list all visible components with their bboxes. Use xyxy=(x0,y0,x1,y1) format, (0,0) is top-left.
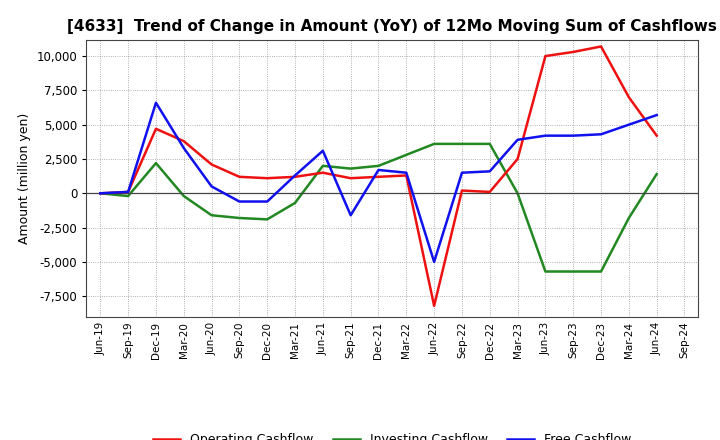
Legend: Operating Cashflow, Investing Cashflow, Free Cashflow: Operating Cashflow, Investing Cashflow, … xyxy=(148,429,636,440)
Free Cashflow xyxy=(318,148,327,154)
Free Cashflow xyxy=(346,213,355,218)
Investing Cashflow xyxy=(235,215,243,220)
Investing Cashflow xyxy=(652,172,661,177)
Operating Cashflow xyxy=(124,189,132,194)
Free Cashflow xyxy=(207,184,216,189)
Investing Cashflow xyxy=(346,166,355,171)
Operating Cashflow xyxy=(96,191,104,196)
Free Cashflow xyxy=(235,199,243,204)
Free Cashflow xyxy=(263,199,271,204)
Operating Cashflow xyxy=(652,133,661,138)
Operating Cashflow xyxy=(318,170,327,176)
Operating Cashflow xyxy=(458,188,467,193)
Investing Cashflow xyxy=(430,141,438,147)
Title: [4633]  Trend of Change in Amount (YoY) of 12Mo Moving Sum of Cashflows: [4633] Trend of Change in Amount (YoY) o… xyxy=(68,19,717,34)
Operating Cashflow xyxy=(152,126,161,132)
Operating Cashflow xyxy=(430,303,438,308)
Operating Cashflow xyxy=(207,162,216,167)
Free Cashflow xyxy=(374,167,383,172)
Free Cashflow xyxy=(624,122,633,127)
Free Cashflow xyxy=(569,133,577,138)
Investing Cashflow xyxy=(179,194,188,199)
Free Cashflow xyxy=(402,170,410,176)
Operating Cashflow xyxy=(569,49,577,55)
Line: Free Cashflow: Free Cashflow xyxy=(100,103,657,262)
Investing Cashflow xyxy=(485,141,494,147)
Free Cashflow xyxy=(513,137,522,143)
Investing Cashflow xyxy=(569,269,577,274)
Free Cashflow xyxy=(597,132,606,137)
Investing Cashflow xyxy=(374,163,383,169)
Free Cashflow xyxy=(541,133,550,138)
Free Cashflow xyxy=(430,259,438,264)
Free Cashflow xyxy=(96,191,104,196)
Operating Cashflow xyxy=(346,176,355,181)
Free Cashflow xyxy=(458,170,467,176)
Investing Cashflow xyxy=(541,269,550,274)
Operating Cashflow xyxy=(179,139,188,144)
Free Cashflow xyxy=(179,145,188,150)
Operating Cashflow xyxy=(597,44,606,49)
Line: Investing Cashflow: Investing Cashflow xyxy=(100,144,657,271)
Investing Cashflow xyxy=(124,194,132,199)
Operating Cashflow xyxy=(235,174,243,180)
Free Cashflow xyxy=(652,113,661,118)
Investing Cashflow xyxy=(513,191,522,196)
Operating Cashflow xyxy=(541,53,550,59)
Free Cashflow xyxy=(485,169,494,174)
Free Cashflow xyxy=(152,100,161,105)
Investing Cashflow xyxy=(458,141,467,147)
Line: Operating Cashflow: Operating Cashflow xyxy=(100,47,657,306)
Investing Cashflow xyxy=(402,152,410,158)
Operating Cashflow xyxy=(624,95,633,100)
Investing Cashflow xyxy=(263,217,271,222)
Y-axis label: Amount (million yen): Amount (million yen) xyxy=(18,113,31,244)
Operating Cashflow xyxy=(513,156,522,161)
Investing Cashflow xyxy=(624,215,633,220)
Investing Cashflow xyxy=(291,200,300,205)
Investing Cashflow xyxy=(318,163,327,169)
Operating Cashflow xyxy=(374,174,383,180)
Investing Cashflow xyxy=(152,161,161,166)
Operating Cashflow xyxy=(402,173,410,178)
Operating Cashflow xyxy=(291,174,300,180)
Investing Cashflow xyxy=(597,269,606,274)
Operating Cashflow xyxy=(485,189,494,194)
Operating Cashflow xyxy=(263,176,271,181)
Free Cashflow xyxy=(124,189,132,194)
Investing Cashflow xyxy=(96,191,104,196)
Free Cashflow xyxy=(291,173,300,178)
Investing Cashflow xyxy=(207,213,216,218)
